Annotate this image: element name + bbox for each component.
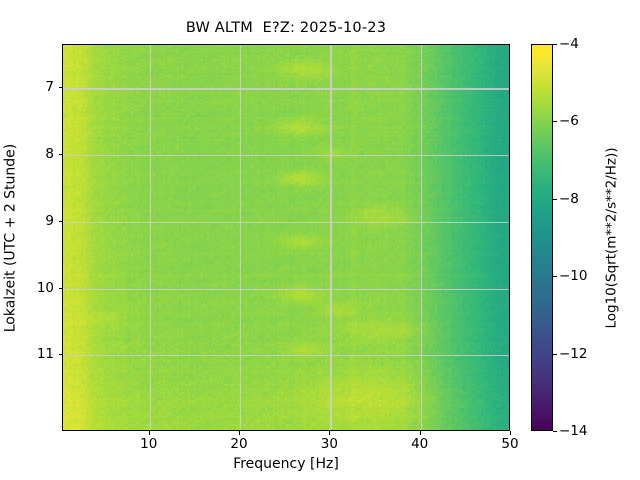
y-tick-mark [58,154,62,156]
colorbar-tick-label: −12 [559,345,588,362]
colorbar-tick-mark [553,121,557,123]
x-axis-label: Frequency [Hz] [233,456,339,472]
y-tick-mark [58,220,62,222]
y-tick-mark [58,287,62,289]
colorbar-tick-label: −8 [559,190,579,207]
y-tick-mark [58,354,62,356]
y-tick-label: 8 [45,146,54,163]
spectrogram-image [63,45,509,430]
y-axis-label-text: Lokalzeit (UTC + 2 Stunde) [2,143,18,332]
x-tick-label: 20 [230,436,248,452]
colorbar-label-text: Log10(Sqrt(m**2/s**2/Hz)) [604,146,621,329]
colorbar-label: Log10(Sqrt(m**2/s**2/Hz)) [600,44,624,431]
colorbar [531,44,553,431]
x-tick-label: 30 [320,436,338,452]
page-title: BW ALTM E?Z: 2025-10-23 [185,20,387,36]
colorbar-gradient [532,45,552,430]
colorbar-tick-label: −4 [559,36,579,52]
x-tick-label: 40 [411,436,429,452]
y-tick-mark [58,87,62,89]
y-axis-label: Lokalzeit (UTC + 2 Stunde) [0,44,20,431]
colorbar-tick-mark [553,276,557,278]
colorbar-tick-mark [553,353,557,355]
y-tick-label: 10 [36,279,54,296]
colorbar-tick-label: −6 [559,113,579,130]
x-tick-mark [510,431,511,435]
colorbar-tick-mark [553,44,557,45]
colorbar-tick-label: −10 [559,268,588,285]
y-tick-label: 11 [36,346,54,363]
x-tick-mark [329,431,331,435]
y-tick-label: 7 [45,79,54,96]
x-tick-mark [148,431,150,435]
y-tick-label: 9 [45,212,54,229]
spectrogram-axes [62,44,510,431]
colorbar-tick-label: −14 [559,423,588,439]
colorbar-tick-mark [553,431,557,432]
x-tick-label: 50 [501,436,519,452]
x-tick-mark [419,431,421,435]
x-tick-mark [239,431,241,435]
colorbar-tick-mark [553,198,557,200]
x-tick-label: 10 [140,436,158,452]
